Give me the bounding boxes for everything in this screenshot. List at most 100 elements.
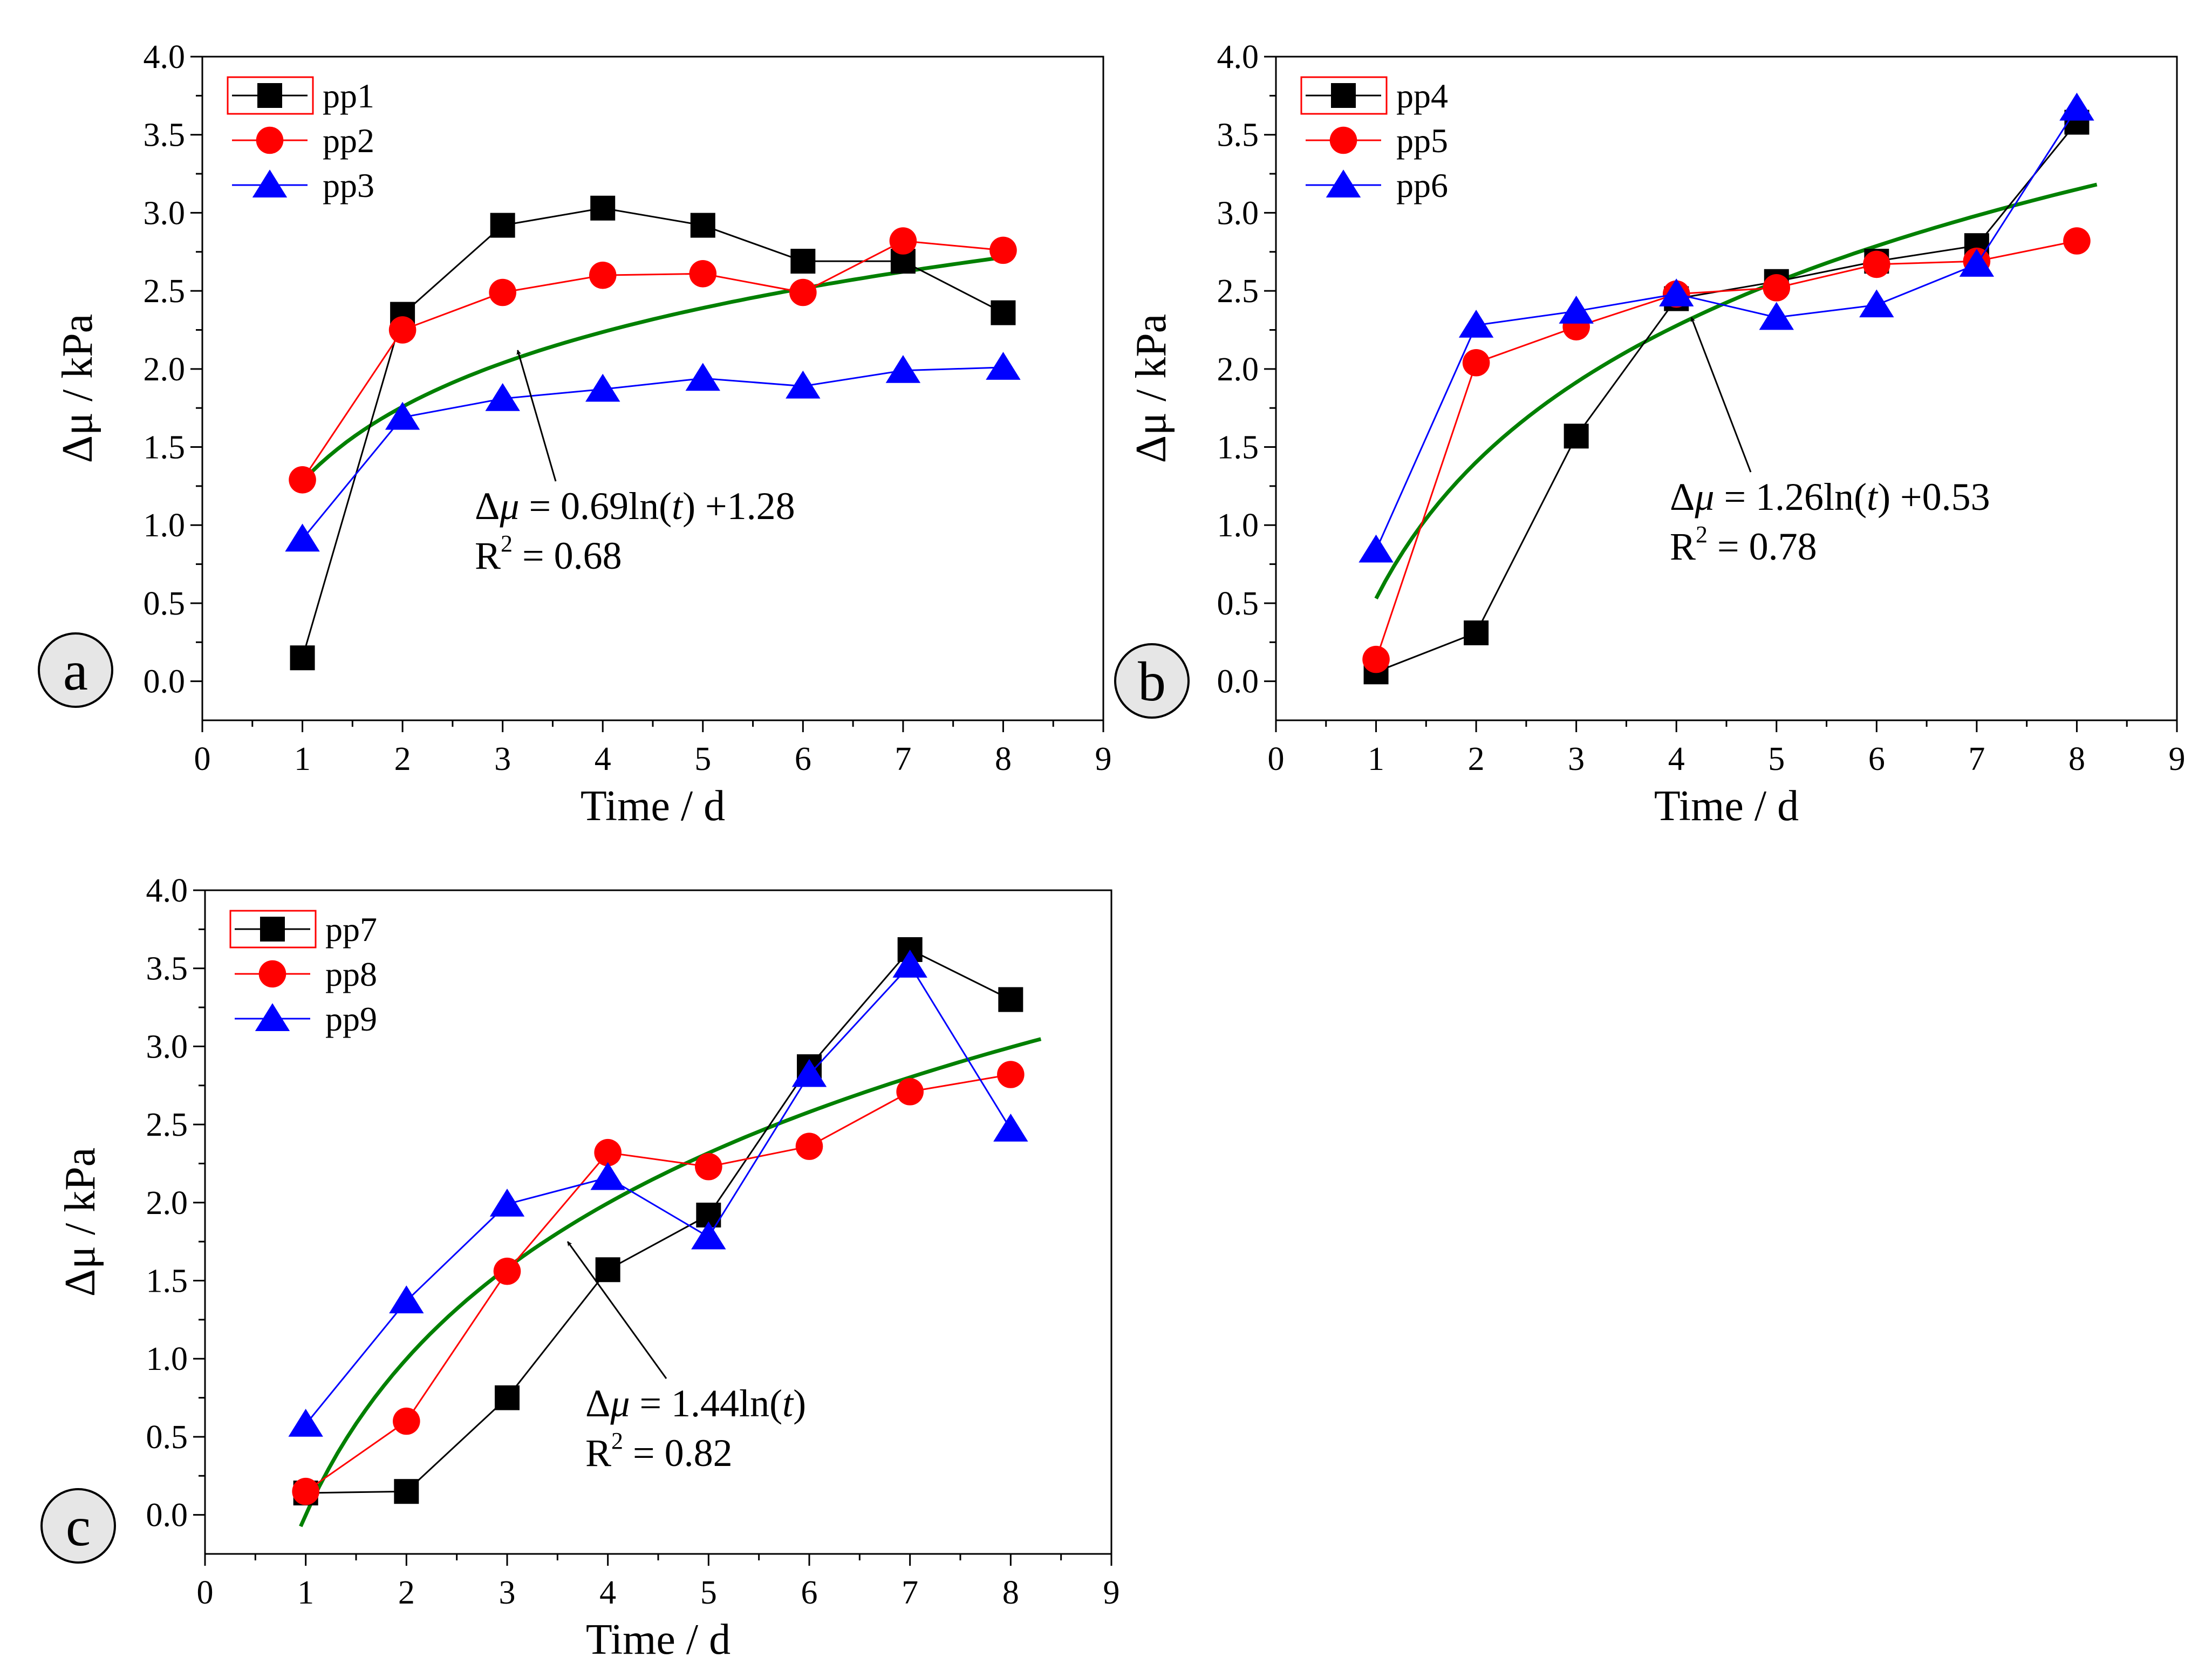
r-label: R [475, 534, 501, 577]
x-tick-label: 7 [895, 741, 911, 777]
equation-part: = 1.26ln( [1714, 475, 1867, 519]
data-point [385, 401, 420, 430]
data-point [1362, 645, 1390, 673]
r-squared: R2 = 0.78 [1670, 521, 1817, 568]
panel-a: 0 1 2 3 4 5 6 7 8 9 0.0 0.5 1.0 1.5 2.0 2.5 3.0 3.5 4.0 Tim… [38, 39, 1112, 830]
x-tick-label: 8 [995, 741, 1012, 777]
x-tick-label: 7 [1968, 741, 1985, 777]
data-point [2063, 227, 2091, 255]
y-tick-label: 4.0 [1217, 39, 1259, 76]
equation-part: ) +0.53 [1878, 475, 1990, 519]
x-tick-label: 3 [499, 1574, 516, 1611]
data-point [493, 1257, 521, 1285]
y-tick-label: 2.5 [1217, 273, 1259, 310]
panel-badge-circle [38, 632, 113, 708]
r-value: = 0.82 [623, 1431, 733, 1475]
x-tick-label: 2 [394, 741, 411, 777]
legend-marker [258, 960, 286, 988]
legend-label: pp2 [323, 121, 374, 160]
data-point [1462, 349, 1490, 377]
data-point [1559, 295, 1594, 324]
equation-part: = 0.69ln( [519, 485, 672, 528]
fit-curve [1374, 182, 2098, 599]
y-tick-label: 4.0 [144, 39, 186, 76]
data-point [389, 1285, 424, 1314]
series-line [1375, 107, 2078, 551]
series-pp3 [285, 352, 1021, 552]
legend-label: pp7 [325, 910, 377, 949]
legend-label: pp9 [325, 1000, 377, 1038]
series-pp4 [1363, 110, 2090, 685]
data-point [394, 1479, 419, 1504]
data-point [695, 1152, 722, 1181]
y-tick-label: 3.5 [144, 117, 186, 154]
series-line [302, 240, 1003, 481]
series-line [1376, 121, 2078, 673]
panel-badge-label: b [1138, 651, 1166, 713]
legend-label: pp4 [1396, 77, 1448, 115]
legend-highlight-box [227, 76, 314, 115]
x-tick-label: 8 [2068, 741, 2085, 777]
y-tick-label: 1.5 [1217, 429, 1259, 466]
equation-part: Δ [475, 485, 500, 528]
data-point [989, 236, 1017, 264]
legend-marker [252, 169, 288, 197]
x-axis-label: Time / d [1654, 782, 1799, 830]
data-point [1863, 250, 1890, 278]
y-axis-label: Δμ / kPa [57, 1148, 104, 1297]
data-point [590, 195, 616, 221]
x-tick-label: 5 [694, 741, 711, 777]
legend-marker [1331, 83, 1356, 108]
data-point [993, 1114, 1028, 1142]
y-tick-label: 0.5 [144, 585, 186, 622]
y-tick-label: 3.0 [1217, 195, 1259, 231]
panel-badge-label: a [63, 640, 88, 702]
fit-equation: Δμ = 1.26ln(t) +0.53 [1670, 475, 1990, 519]
equation-part: t [1867, 475, 1879, 519]
y-tick-label: 2.0 [144, 351, 186, 388]
x-tick-label: 2 [1468, 741, 1485, 777]
y-tick-label: 3.0 [146, 1028, 188, 1065]
x-tick-label: 5 [1768, 741, 1785, 777]
data-point [292, 1477, 319, 1505]
panel-b: 0 1 2 3 4 5 6 7 8 9 0.0 0.5 1.0 1.5 2.0 2.5 3.0 3.5 4.0 Tim… [1114, 39, 2186, 830]
series-pp9 [288, 950, 1028, 1437]
data-point [594, 1138, 622, 1167]
data-point [795, 1133, 823, 1160]
y-tick-label: 1.5 [144, 429, 186, 466]
data-point [889, 227, 917, 255]
legend-label: pp8 [325, 955, 377, 993]
x-tick-label: 6 [795, 741, 811, 777]
legend-marker [1326, 169, 1361, 197]
data-point [986, 352, 1021, 380]
data-point [1464, 620, 1489, 645]
x-tick-label: 7 [902, 1574, 918, 1611]
series-line [302, 366, 1003, 540]
data-point [998, 987, 1023, 1012]
data-point [285, 523, 320, 552]
x-tick-label: 1 [1368, 741, 1384, 777]
legend-marker [260, 917, 285, 942]
data-point [997, 1061, 1025, 1088]
fit-curve [299, 1037, 1042, 1527]
data-point [991, 300, 1016, 325]
series-pp1 [290, 195, 1016, 671]
r-value: = 0.78 [1708, 525, 1817, 568]
panel-badge-label: c [66, 1496, 91, 1558]
data-point [595, 1257, 620, 1283]
y-tick-label: 0.0 [1217, 664, 1259, 700]
x-tick-label: 9 [1103, 1574, 1120, 1611]
legend-marker [255, 1003, 290, 1031]
legend-marker [1329, 126, 1357, 154]
legend-marker [256, 126, 284, 154]
y-tick-label: 2.0 [1217, 351, 1259, 388]
x-tick-label: 0 [194, 741, 211, 777]
data-point [885, 354, 921, 383]
data-point [1659, 278, 1694, 306]
data-point [786, 370, 821, 399]
x-tick-label: 3 [494, 741, 511, 777]
data-point [892, 950, 927, 978]
data-point [490, 213, 515, 238]
legend-highlight-box [229, 910, 317, 949]
annotation-arrow [516, 350, 557, 482]
